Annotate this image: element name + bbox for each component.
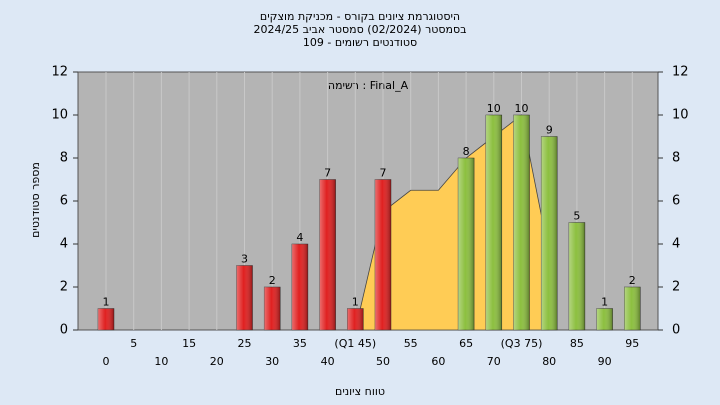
y2-tick-label: 4 bbox=[672, 237, 680, 252]
bar-shade bbox=[375, 179, 391, 330]
data-label: 2 bbox=[269, 274, 276, 287]
bar-shade bbox=[264, 287, 281, 330]
x-tick-label: 90 bbox=[598, 355, 612, 368]
y-tick-label: 4 bbox=[60, 237, 68, 252]
x-tick-label: 95 bbox=[625, 337, 639, 350]
bar-shade bbox=[347, 308, 364, 330]
data-label: 3 bbox=[241, 253, 248, 266]
bar-shade bbox=[596, 308, 613, 330]
y-tick-label: 12 bbox=[51, 65, 68, 80]
y2-tick-label: 12 bbox=[672, 65, 689, 80]
bar-shade bbox=[568, 222, 585, 330]
annotation: רשימה : Final_A bbox=[328, 79, 409, 92]
x-tick-label: 25 bbox=[238, 337, 252, 350]
bar-shade bbox=[458, 158, 475, 330]
bar-shade bbox=[485, 115, 502, 330]
x-tick-label: 35 bbox=[293, 337, 307, 350]
data-label: 1 bbox=[601, 296, 608, 309]
x-tick-label: 55 bbox=[404, 337, 418, 350]
bar-shade bbox=[291, 244, 308, 330]
y-tick-label: 0 bbox=[60, 323, 68, 338]
y2-tick-label: 10 bbox=[672, 108, 689, 123]
x-tick-label: 0 bbox=[103, 355, 110, 368]
x-tick-label: 15 bbox=[182, 337, 196, 350]
y-axis-label: מספר סטודנטים bbox=[29, 162, 42, 238]
x-tick-label: 80 bbox=[542, 355, 556, 368]
x-tick-label: 50 bbox=[376, 355, 390, 368]
data-label: 10 bbox=[487, 102, 501, 115]
y-tick-label: 10 bbox=[51, 108, 68, 123]
data-label: 7 bbox=[380, 167, 387, 180]
y2-tick-label: 8 bbox=[672, 151, 680, 166]
x-tick-label: (Q3 75) bbox=[501, 337, 543, 350]
x-tick-label: 60 bbox=[431, 355, 445, 368]
x-tick-label: 70 bbox=[487, 355, 501, 368]
x-axis-label: טווח ציונים bbox=[335, 385, 385, 398]
chart-title: סטודנטים רשומים - 109 bbox=[303, 36, 417, 49]
bar-shade bbox=[98, 308, 114, 330]
data-label: 1 bbox=[103, 296, 110, 309]
y2-tick-label: 0 bbox=[672, 323, 680, 338]
bar-shade bbox=[624, 287, 641, 330]
data-label: 2 bbox=[629, 274, 636, 287]
bar-shade bbox=[541, 136, 558, 330]
x-tick-label: 40 bbox=[321, 355, 335, 368]
data-label: 4 bbox=[296, 231, 303, 244]
data-label: 8 bbox=[463, 145, 470, 158]
chart-title: בסמסטר (02/2024) סמסטר אביב 2024/25 bbox=[253, 23, 466, 36]
bar-shade bbox=[236, 265, 253, 330]
bar-shade bbox=[513, 115, 530, 330]
y2-tick-label: 6 bbox=[672, 194, 680, 209]
bar-shade bbox=[319, 179, 336, 330]
x-tick-label: 65 bbox=[459, 337, 473, 350]
x-tick-label: 5 bbox=[130, 337, 137, 350]
x-tick-label: (Q1 45) bbox=[334, 337, 376, 350]
data-label: 1 bbox=[352, 296, 359, 309]
data-label: 7 bbox=[324, 167, 331, 180]
data-label: 5 bbox=[573, 210, 580, 223]
x-tick-label: 85 bbox=[570, 337, 584, 350]
data-label: 9 bbox=[546, 124, 553, 137]
y-tick-label: 2 bbox=[60, 280, 68, 295]
x-tick-label: 20 bbox=[210, 355, 224, 368]
y-tick-label: 6 bbox=[60, 194, 68, 209]
x-tick-label: 30 bbox=[265, 355, 279, 368]
y2-tick-label: 2 bbox=[672, 280, 680, 295]
chart-title: היסטוגרמת ציונים בקורס - מכניקת מוצקים bbox=[260, 10, 460, 23]
y-tick-label: 8 bbox=[60, 151, 68, 166]
data-label: 10 bbox=[515, 102, 529, 115]
x-tick-label: 10 bbox=[154, 355, 168, 368]
